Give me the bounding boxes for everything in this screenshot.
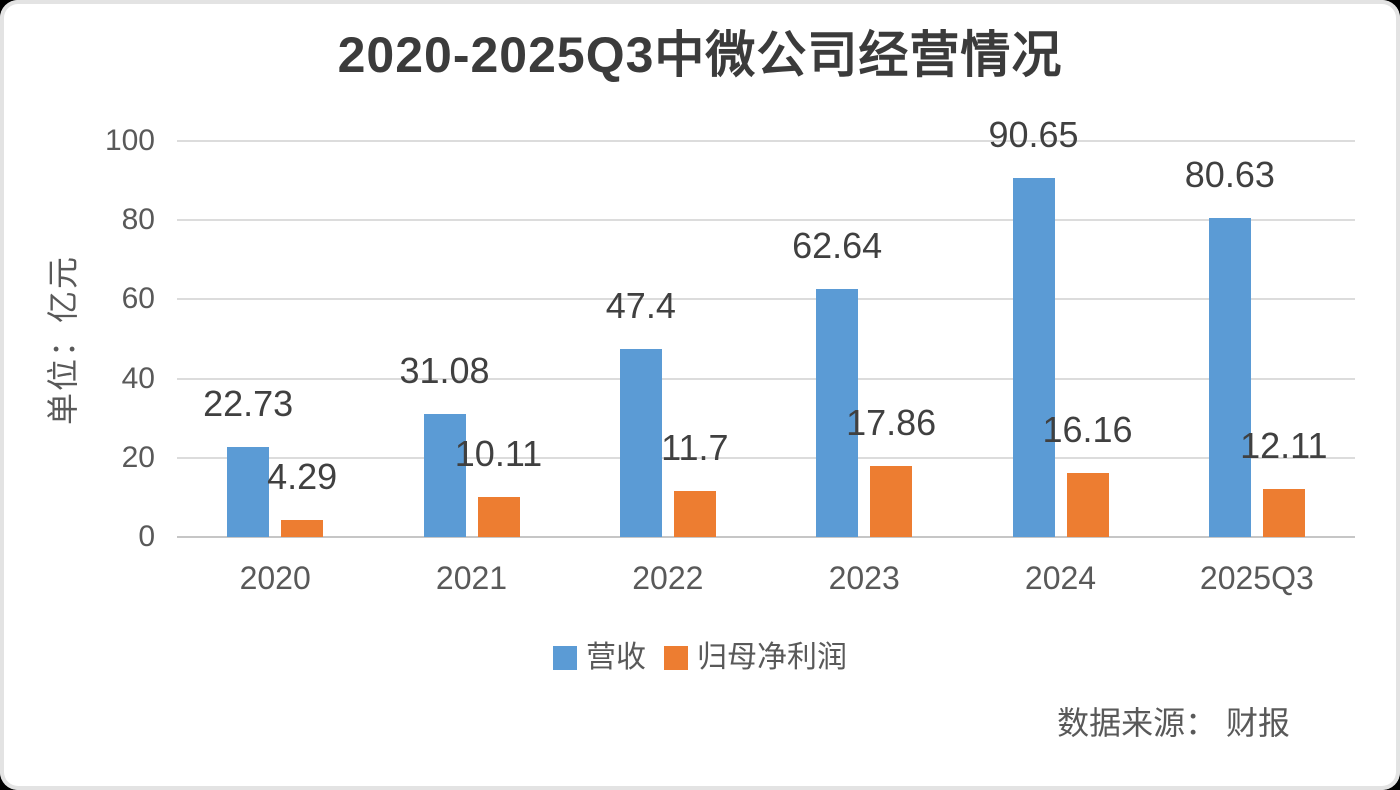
net-profit-value-label-2023: 17.86 <box>846 402 937 444</box>
net-profit-value-label-2024: 16.16 <box>1042 409 1133 450</box>
x-tick-2020: 2020 <box>239 560 311 596</box>
net-profit-bar-2024 <box>1066 473 1109 537</box>
x-tick-2022: 2022 <box>632 560 704 596</box>
net-profit-value-label-2021: 10.11 <box>454 432 543 474</box>
y-tick-0: 0 <box>138 520 155 553</box>
gridline-0 <box>177 536 1355 538</box>
legend-item-net-profit: 归母净利润 <box>664 640 847 676</box>
revenue-bar-2022 <box>619 349 662 537</box>
gridline-80 <box>177 219 1355 222</box>
y-tick-60: 60 <box>121 282 155 316</box>
revenue-bar-2025Q3 <box>1208 217 1251 537</box>
gridline-40 <box>177 377 1355 380</box>
x-tick-2025Q3: 2025Q3 <box>1199 560 1314 596</box>
y-tick-20: 20 <box>121 440 155 474</box>
revenue-value-label-2020: 22.73 <box>203 382 294 424</box>
revenue-legend-swatch <box>553 646 577 670</box>
y-tick-80: 80 <box>121 203 155 237</box>
net-profit-bar-2025Q3 <box>1262 489 1305 537</box>
gridline-100 <box>177 140 1355 142</box>
revenue-legend-label: 营收 <box>586 641 646 674</box>
y-axis-title: 单位：亿元 <box>45 255 81 426</box>
revenue-bar-2020 <box>227 446 270 537</box>
x-tick-2024: 2024 <box>1024 560 1097 596</box>
revenue-value-label-2025Q3: 80.63 <box>1184 153 1275 195</box>
revenue-bar-2021 <box>423 413 466 537</box>
revenue-value-label-2021: 31.08 <box>399 349 490 391</box>
net-profit-bar-2020 <box>281 520 324 537</box>
y-tick-100: 100 <box>104 124 155 157</box>
revenue-bar-2024 <box>1012 178 1055 537</box>
revenue-value-label-2022: 47.4 <box>605 285 676 327</box>
x-tick-2023: 2023 <box>828 560 900 596</box>
net-profit-bar-2023 <box>870 466 913 537</box>
net-profit-legend-label: 归母净利润 <box>697 641 847 674</box>
data-source-note: 数据来源： 财报 <box>1057 705 1290 741</box>
legend-item-revenue: 营收 <box>553 640 646 676</box>
chart-title: 2020-2025Q3中微公司经营情况 <box>337 27 1063 83</box>
revenue-bar-2023 <box>816 288 859 537</box>
net-profit-legend-swatch <box>664 646 688 670</box>
net-profit-value-label-2025Q3: 12.11 <box>1240 425 1328 467</box>
revenue-value-label-2024: 90.65 <box>988 114 1079 156</box>
net-profit-value-label-2020: 4.29 <box>267 456 338 497</box>
gridline-20 <box>177 456 1355 459</box>
net-profit-bar-2021 <box>477 496 520 537</box>
gridline-60 <box>177 298 1355 301</box>
y-tick-40: 40 <box>121 361 155 395</box>
net-profit-value-label-2022: 11.7 <box>661 426 729 468</box>
x-tick-2021: 2021 <box>435 560 508 596</box>
legend: 营收 归母净利润 <box>0 640 1400 676</box>
net-profit-bar-2022 <box>673 490 716 537</box>
revenue-value-label-2023: 62.64 <box>792 224 883 266</box>
